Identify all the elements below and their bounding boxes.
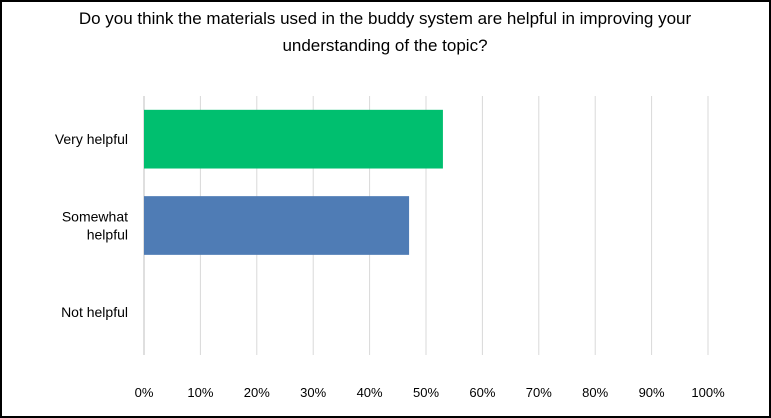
- x-tick-label: 20%: [244, 385, 270, 400]
- chart-title-line: Do you think the materials used in the b…: [79, 9, 692, 28]
- bar: [144, 109, 443, 169]
- x-tick-label: 0%: [135, 385, 154, 400]
- x-tick-label: 40%: [357, 385, 383, 400]
- chart-title: Do you think the materials used in the b…: [79, 9, 692, 55]
- category-labels: Very helpful Somewhat helpful Not helpful: [55, 131, 128, 320]
- category-label: Not helpful: [61, 304, 128, 320]
- category-label: Somewhat: [62, 209, 128, 225]
- x-tick-label: 30%: [300, 385, 326, 400]
- x-tick-label: 50%: [413, 385, 439, 400]
- x-tick-label: 70%: [526, 385, 552, 400]
- x-tick-label: 80%: [582, 385, 608, 400]
- x-tick-label: 10%: [187, 385, 213, 400]
- x-tick-label: 90%: [639, 385, 665, 400]
- chart-title-line: understanding of the topic?: [282, 36, 487, 55]
- x-tick-label: 60%: [469, 385, 495, 400]
- category-label: Very helpful: [55, 131, 128, 147]
- bars: [144, 109, 443, 255]
- bar: [144, 196, 410, 255]
- x-axis-tick-labels: 0% 10% 20% 30% 40% 50% 60% 70% 80% 90% 100%: [135, 385, 725, 400]
- x-tick-label: 100%: [691, 385, 725, 400]
- category-label: helpful: [87, 227, 128, 243]
